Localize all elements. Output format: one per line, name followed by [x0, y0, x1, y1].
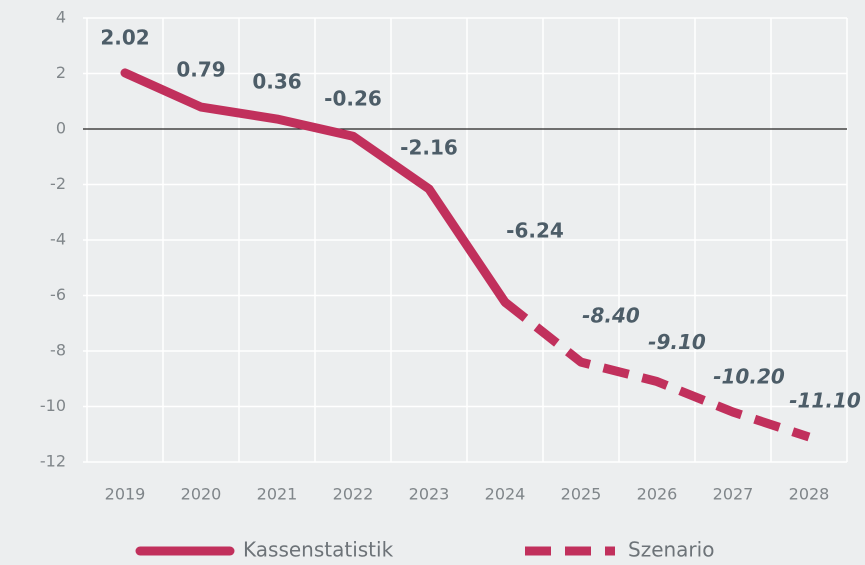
y-tick-label: 2	[56, 63, 66, 82]
data-label: -8.40	[582, 304, 640, 328]
y-tick-label: -10	[40, 396, 66, 415]
x-tick-label: 2022	[333, 485, 374, 504]
y-tick-label: -4	[50, 230, 66, 249]
data-label: 2.02	[100, 25, 149, 49]
data-label: -6.24	[506, 219, 564, 243]
data-label: -2.16	[400, 135, 458, 159]
y-tick-label: -8	[50, 341, 66, 360]
legend-label: Szenario	[628, 538, 714, 562]
x-tick-label: 2023	[409, 485, 450, 504]
data-label: -10.20	[713, 365, 785, 389]
legend-label: Kassenstatistik	[243, 538, 394, 562]
data-label: -11.10	[789, 389, 861, 413]
x-tick-label: 2024	[485, 485, 526, 504]
data-label: -0.26	[324, 87, 382, 111]
data-label: -9.10	[648, 330, 706, 354]
x-tick-label: 2026	[637, 485, 678, 504]
x-tick-label: 2021	[257, 485, 298, 504]
y-tick-label: -2	[50, 174, 66, 193]
y-tick-label: -12	[40, 452, 66, 471]
y-tick-label: -6	[50, 285, 66, 304]
data-label: 0.36	[252, 70, 301, 94]
x-tick-label: 2027	[713, 485, 754, 504]
x-tick-label: 2028	[789, 485, 830, 504]
y-tick-label: 0	[56, 119, 66, 138]
x-tick-label: 2025	[561, 485, 602, 504]
y-tick-label: 4	[56, 8, 66, 27]
x-tick-label: 2020	[181, 485, 222, 504]
line-dashed	[502, 298, 811, 442]
line-solid	[120, 68, 510, 307]
data-label: 0.79	[176, 58, 225, 82]
x-tick-label: 2019	[105, 485, 146, 504]
